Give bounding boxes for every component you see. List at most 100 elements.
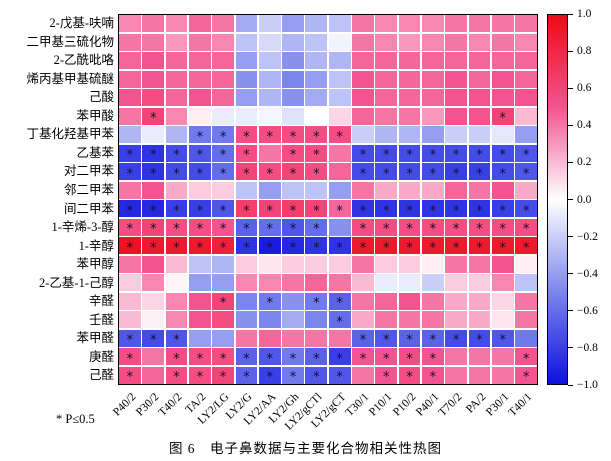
heatmap-cell: * [491,218,514,236]
heatmap-cell [119,15,141,33]
heatmap-plot: * * * * * * * * * * * * * * * * * * * * * * * * * * * * * * * * * * * * * * * *… [118,14,538,385]
heatmap-cell [352,107,374,125]
heatmap-grid: * * * * * * * * * * * * * * * * * * * * * * * * * * * * * * * * * * * * * * * *… [119,15,537,384]
heatmap-cell [398,274,421,292]
heatmap-cell [235,33,258,51]
heatmap-cell [515,33,537,51]
heatmap-cell [235,311,258,329]
heatmap-cell [235,181,258,199]
heatmap-cell: * [398,218,421,236]
figure-caption: 图 6 电子鼻数据与主要化合物相关性热图 [168,441,443,456]
heatmap-cell [142,89,165,107]
heatmap-cell [119,126,141,144]
heatmap-cell: * [212,348,235,366]
heatmap-cell: * [421,366,444,384]
heatmap-cell: * [421,329,444,347]
heatmap-cell: * [515,200,537,218]
heatmap-cell [258,311,281,329]
heatmap-cell [165,15,188,33]
heatmap-cell: * [119,163,141,181]
heatmap-cell [375,70,398,88]
heatmap-cell: * [188,348,211,366]
heatmap-cell: * [142,237,165,255]
heatmap-cell [375,15,398,33]
colorbar-tick [568,310,573,312]
heatmap-cell [375,292,398,310]
heatmap-cell [445,126,468,144]
heatmap-cell [491,70,514,88]
heatmap-cell [352,15,374,33]
heatmap-cell: * [515,237,537,255]
heatmap-cell [468,311,491,329]
heatmap-cell: * [188,126,211,144]
heatmap-cell [212,52,235,70]
heatmap-cell: * [188,218,211,236]
heatmap-cell [515,311,537,329]
heatmap-cell: * [188,200,211,218]
heatmap-cell [468,292,491,310]
heatmap-cell: * [142,329,165,347]
heatmap-cell [445,89,468,107]
heatmap-cell: * [445,163,468,181]
colorbar-tick [568,50,573,52]
heatmap-cell [468,89,491,107]
heatmap-cell [515,89,537,107]
row-label: 苯甲醇 [76,257,114,272]
heatmap-cell [258,181,281,199]
heatmap-cell: * [142,144,165,162]
heatmap-cell: * [188,237,211,255]
heatmap-cell: * [119,348,141,366]
heatmap-cell [445,70,468,88]
heatmap-cell [468,255,491,273]
heatmap-cell [235,52,258,70]
row-label: 1-辛烯-3-醇 [51,220,115,235]
heatmap-cell: * [515,366,537,384]
heatmap-cell: * [165,329,188,347]
heatmap-cell [188,52,211,70]
heatmap-cell [188,107,211,125]
heatmap-cell: * [165,366,188,384]
heatmap-cell: * [305,126,328,144]
heatmap-cell [119,89,141,107]
heatmap-cell: * [328,237,351,255]
row-label: 己酸 [88,90,114,105]
heatmap-cell [212,274,235,292]
heatmap-cell: * [258,292,281,310]
heatmap-cell: * [235,348,258,366]
heatmap-cell [445,15,468,33]
heatmap-cell [352,181,374,199]
heatmap-cell [212,107,235,125]
heatmap-cell [421,181,444,199]
heatmap-cell [212,181,235,199]
heatmap-cell [235,70,258,88]
heatmap-cell: * [491,163,514,181]
heatmap-cell: * [375,200,398,218]
heatmap-cell [282,89,304,107]
heatmap-cell [421,52,444,70]
heatmap-cell: * [328,126,351,144]
heatmap-cell [165,52,188,70]
heatmap-cell: * [375,366,398,384]
heatmap-cell [188,70,211,88]
row-label: 丁基化羟基甲苯 [26,127,114,142]
heatmap-cell [515,329,537,347]
heatmap-cell: * [328,366,351,384]
colorbar-tick [568,236,573,238]
heatmap-cell: * [282,126,304,144]
heatmap-cell [282,292,304,310]
heatmap-cell: * [515,218,537,236]
heatmap-cell [421,89,444,107]
heatmap-cell: * [468,218,491,236]
heatmap-cell [258,89,281,107]
colorbar-tick-label: −1.0 [577,379,598,391]
heatmap-cell: * [305,237,328,255]
heatmap-cell: * [445,200,468,218]
heatmap-cell: * [398,366,421,384]
heatmap-cell [165,292,188,310]
heatmap-cell: * [258,163,281,181]
heatmap-cell [142,311,165,329]
heatmap-cell [421,15,444,33]
heatmap-cell: * [258,200,281,218]
heatmap-cell [142,33,165,51]
heatmap-cell [305,255,328,273]
